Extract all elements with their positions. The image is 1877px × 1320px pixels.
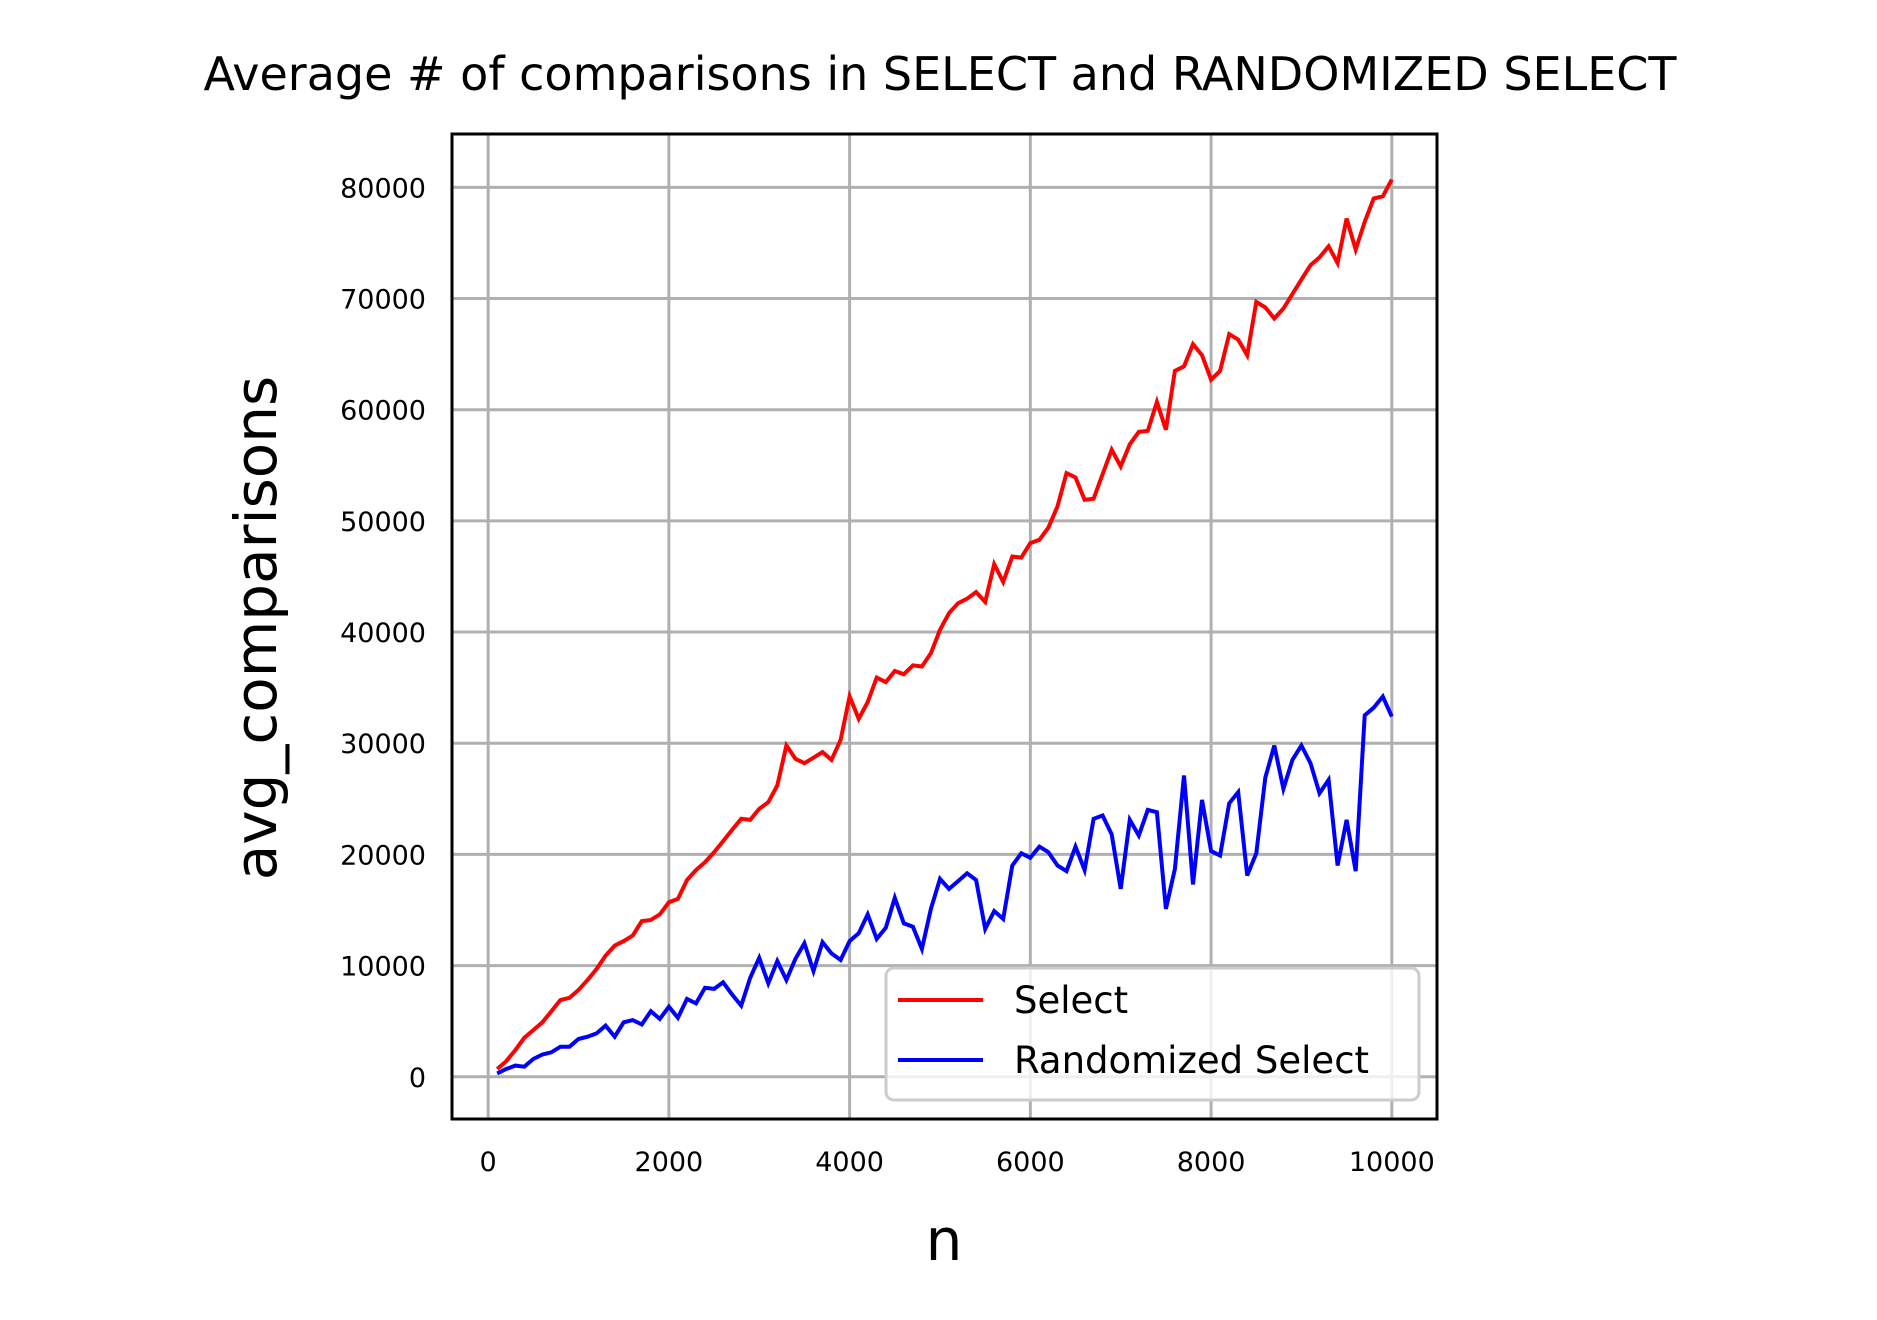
y-tick-label: 10000 — [340, 952, 426, 983]
chart-title: Average # of comparisons in SELECT and R… — [204, 47, 1678, 101]
y-tick-label: 80000 — [340, 173, 426, 204]
plot-frame — [450, 132, 1439, 1121]
grid — [452, 134, 1437, 1119]
legend-box — [884, 966, 1421, 1102]
legend-label-randomized-select: Randomized Select — [1014, 1039, 1369, 1082]
x-tick-label: 2000 — [635, 1147, 704, 1178]
x-tick-label: 0 — [480, 1147, 497, 1178]
series-line-select — [495, 178, 1394, 1071]
y-axis-ticks: 0 10000 20000 30000 40000 50000 60000 70000 8000… — [340, 173, 426, 1093]
x-tick-label: 6000 — [996, 1147, 1065, 1178]
y-tick-label: 0 — [409, 1063, 426, 1094]
legend: Select Randomized Select — [884, 966, 1421, 1102]
y-tick-label: 50000 — [340, 507, 426, 538]
x-tick-label: 8000 — [1177, 1147, 1246, 1178]
x-tick-label: 10000 — [1349, 1147, 1435, 1178]
y-tick-label: 70000 — [340, 285, 426, 316]
series-line-randomized-select — [496, 692, 1394, 1076]
x-axis-label: n — [926, 1206, 963, 1274]
y-tick-label: 30000 — [340, 729, 426, 760]
y-tick-label: 20000 — [340, 840, 426, 871]
y-axis-label: avg_comparisons — [222, 376, 290, 881]
legend-label-select: Select — [1014, 979, 1128, 1022]
x-tick-label: 4000 — [815, 1147, 884, 1178]
series-lines — [495, 178, 1394, 1076]
y-tick-label: 60000 — [340, 396, 426, 427]
y-tick-label: 40000 — [340, 618, 426, 649]
x-axis-ticks: 0 2000 4000 6000 8000 10000 — [480, 1147, 1435, 1178]
